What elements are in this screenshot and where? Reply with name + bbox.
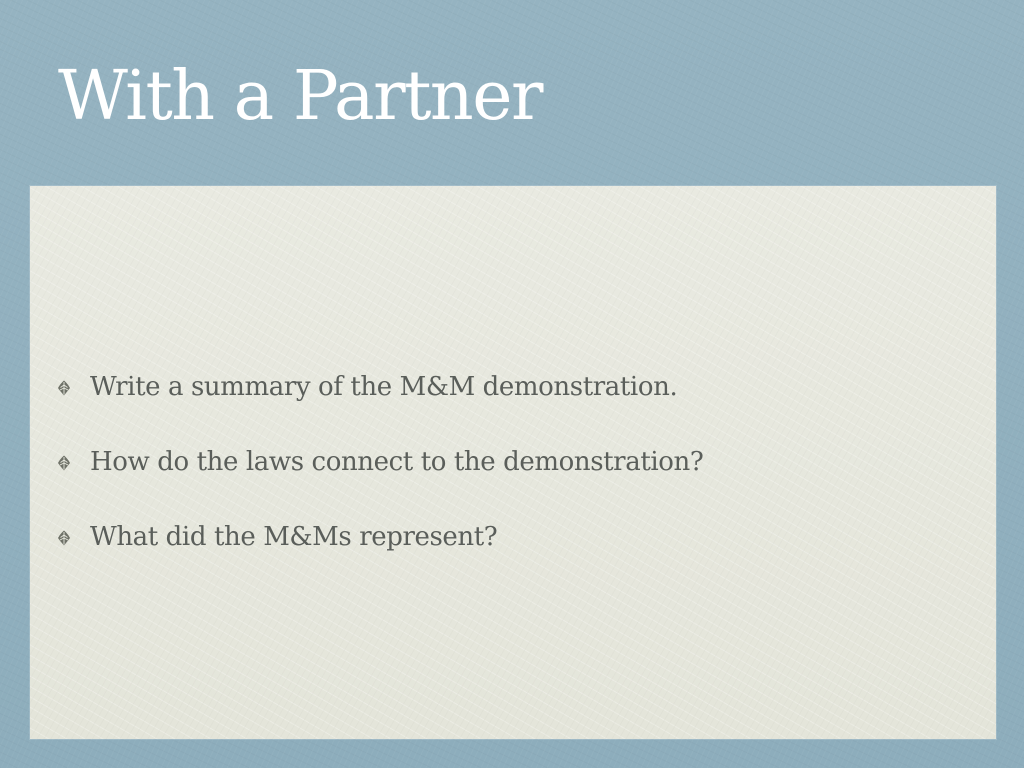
list-item: Write a summary of the M&M demonstration…: [30, 368, 996, 406]
leaf-bullet-icon: [56, 380, 72, 396]
content-panel: Write a summary of the M&M demonstration…: [30, 186, 996, 739]
slide-title: With a Partner: [58, 57, 543, 136]
list-item: How do the laws connect to the demonstra…: [30, 443, 996, 481]
bullet-text: How do the laws connect to the demonstra…: [90, 447, 704, 477]
leaf-bullet-icon: [56, 455, 72, 471]
leaf-bullet-icon: [56, 530, 72, 546]
bullet-list: Write a summary of the M&M demonstration…: [30, 368, 996, 593]
bullet-text: What did the M&Ms represent?: [90, 522, 498, 552]
bullet-text: Write a summary of the M&M demonstration…: [90, 372, 678, 402]
list-item: What did the M&Ms represent?: [30, 518, 996, 556]
